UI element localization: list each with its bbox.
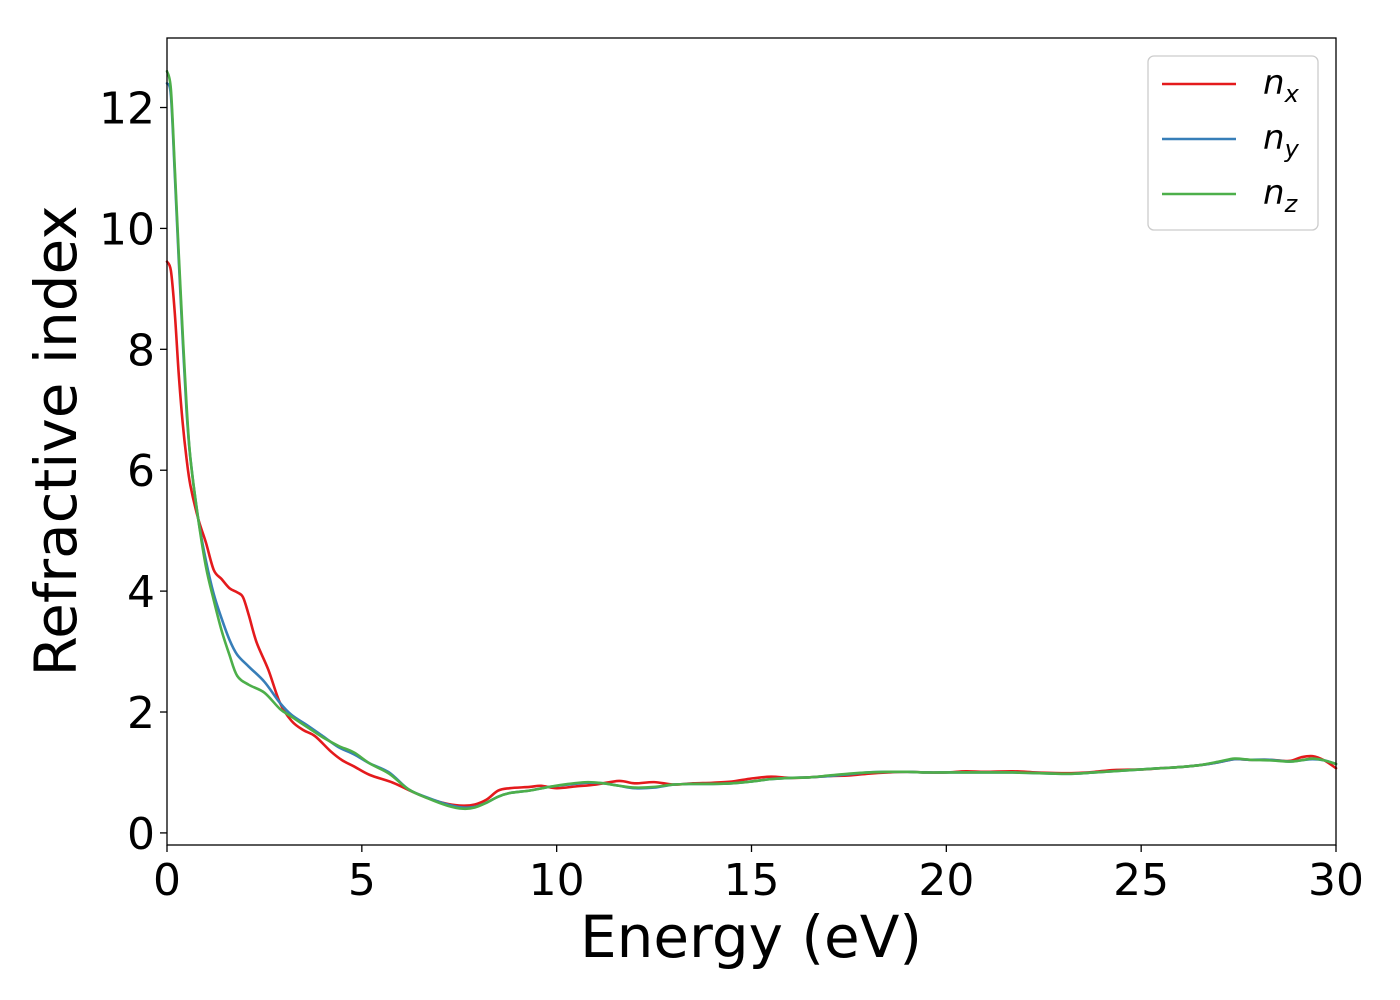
y-axis-title: Refractive index: [22, 205, 90, 676]
legend: nx ny nz: [1147, 55, 1319, 231]
y-tick-label: 2: [127, 688, 155, 739]
y-tick-label: 6: [127, 446, 155, 497]
x-tick-label: 0: [153, 855, 181, 906]
x-tick-label: 20: [918, 855, 974, 906]
y-tick-label: 0: [127, 809, 155, 860]
y-tick-label: 4: [127, 567, 155, 618]
y-tick-label: 12: [99, 84, 155, 135]
x-tick-label: 5: [348, 855, 376, 906]
legend-label-z: nz: [1263, 173, 1299, 218]
series-layer: [165, 69, 1338, 811]
x-tick-label: 30: [1308, 855, 1364, 906]
y-tick-label: 10: [99, 204, 155, 255]
x-tick-label: 15: [724, 855, 780, 906]
x-tick-label: 25: [1113, 855, 1169, 906]
x-axis-title: Energy (eV): [580, 903, 922, 971]
legend-box: [1147, 55, 1319, 231]
y-tick-label: 8: [127, 325, 155, 376]
x-tick-label: 10: [529, 855, 585, 906]
series-line-x: [165, 260, 1338, 808]
legend-label-y: ny: [1263, 118, 1300, 163]
y-axis-ticks: 0 2 4 6 8 10 12: [99, 84, 167, 860]
legend-label-x: nx: [1263, 63, 1300, 108]
series-line-z: [165, 69, 1338, 811]
x-axis-ticks: 0 5 10 15 20 25 30: [153, 845, 1364, 906]
